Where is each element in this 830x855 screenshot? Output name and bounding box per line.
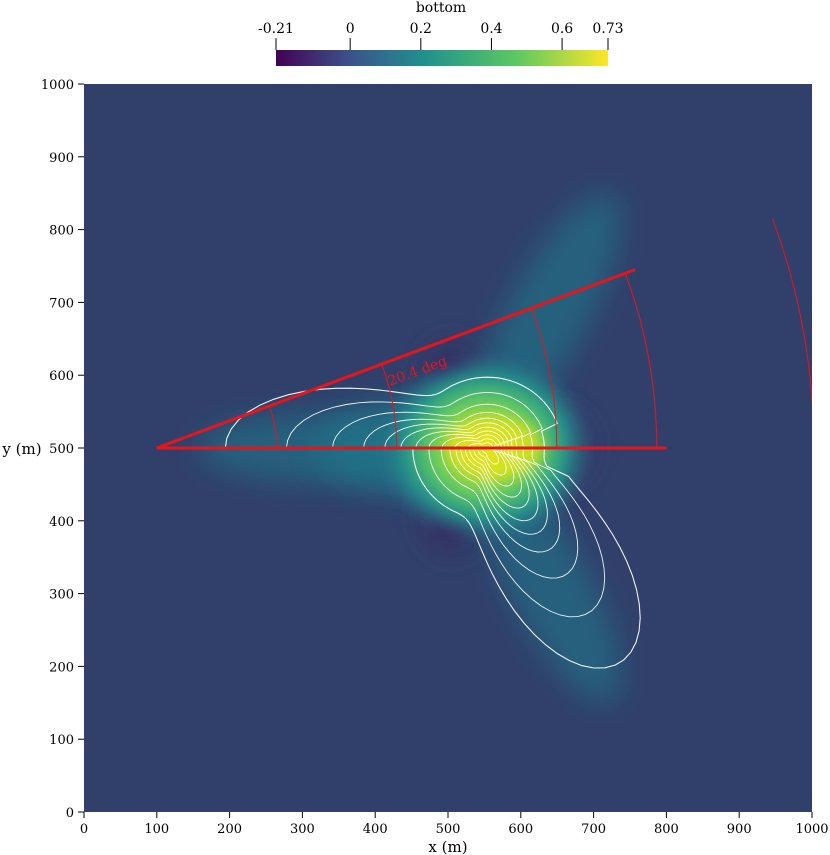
colorbar-tick-label: -0.21	[258, 21, 294, 37]
angle-arc	[772, 218, 812, 408]
x-tick-label: 500	[436, 822, 461, 837]
colorbar: bottom -0.21 0 0.2 0.4 0.6 0.73	[258, 0, 624, 66]
y-tick-label: 0	[66, 806, 74, 821]
y-tick-label: 700	[49, 296, 74, 311]
y-axis: 0 100 200 300 400 500 600 700 800 900 1000	[41, 78, 84, 821]
x-tick-label: 900	[727, 822, 752, 837]
colorbar-gradient	[276, 50, 608, 66]
y-tick-label: 200	[49, 660, 74, 675]
x-tick-label: 700	[581, 822, 606, 837]
x-tick-label: 100	[144, 822, 169, 837]
x-tick-label: 800	[654, 822, 679, 837]
x-tick-label: 300	[290, 822, 315, 837]
x-tick-label: 1000	[795, 822, 828, 837]
x-tick-label: 600	[508, 822, 533, 837]
colorbar-tick-label: 0.2	[410, 21, 432, 37]
plot-area: 20.4 deg	[84, 84, 812, 812]
x-tick-label: 0	[80, 822, 88, 837]
y-axis-label: y (m)	[1, 440, 41, 458]
colorbar-title: bottom	[416, 0, 466, 16]
x-tick-label: 400	[363, 822, 388, 837]
angle-arc	[381, 364, 398, 449]
colorbar-tick-label: 0	[346, 21, 355, 37]
angle-arc	[268, 406, 278, 449]
y-tick-label: 600	[49, 369, 74, 384]
colorbar-ticks: -0.21 0 0.2 0.4 0.6 0.73	[258, 21, 624, 50]
colorbar-tick-label: 0.73	[592, 21, 623, 37]
y-tick-label: 500	[49, 442, 74, 457]
angle-ray	[156, 268, 636, 450]
y-tick-label: 800	[49, 224, 74, 239]
y-tick-label: 100	[49, 733, 74, 748]
y-tick-label: 1000	[41, 78, 74, 93]
x-axis: 0 100 200 300 400 500 600 700 800 900 1000	[80, 812, 829, 837]
x-tick-label: 200	[217, 822, 242, 837]
y-tick-label: 300	[49, 588, 74, 603]
angle-arc	[624, 273, 658, 449]
angle-arc	[531, 308, 558, 449]
colorbar-tick-label: 0.6	[551, 21, 573, 37]
colorbar-tick-label: 0.4	[480, 21, 502, 37]
y-tick-label: 900	[49, 151, 74, 166]
y-tick-label: 400	[49, 515, 74, 530]
x-axis-label: x (m)	[428, 838, 467, 855]
